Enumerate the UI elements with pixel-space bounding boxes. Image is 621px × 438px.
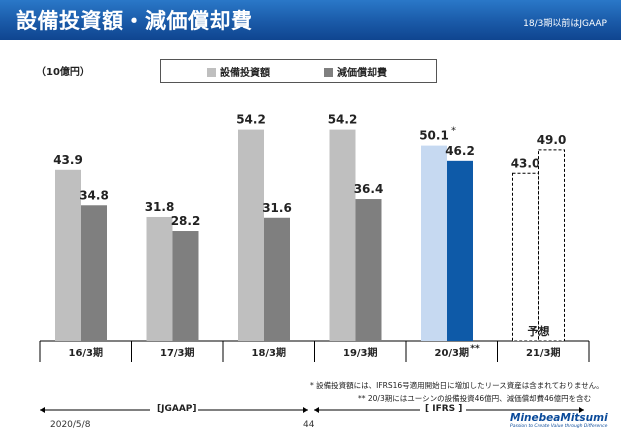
jgaap-arrow-left-head — [40, 407, 45, 413]
ifrs-arrow-right-head — [579, 407, 584, 413]
bar-capex — [238, 129, 264, 341]
data-label-capex: 54.2 — [236, 113, 266, 127]
bar-depreciation — [538, 149, 565, 342]
footnote-lease: * 設備投資額には、IFRS16号適用開始日に増加したリース資産は含まれておりま… — [310, 381, 604, 390]
title-bar: 設備投資額・減価償却費 18/3期以前はJGAAP — [0, 0, 621, 40]
company-logo: MinebeaMitsumi Passion to Create Value t… — [510, 412, 608, 429]
jgaap-arrow-right-head — [303, 407, 308, 413]
data-label-depreciation: 49.0 — [537, 133, 567, 147]
legend-swatch-capex — [207, 68, 216, 77]
bar-capex — [421, 145, 447, 341]
bar-depreciation — [81, 205, 107, 341]
data-label-capex: 43.9 — [53, 153, 83, 167]
x-tick-label: 17/3期 — [160, 346, 195, 359]
bar-capex — [329, 129, 356, 341]
legend-swatch-depr — [324, 68, 333, 77]
ifrs-arrow-left-head — [314, 407, 319, 413]
page-number: 44 — [303, 420, 315, 430]
bar-depreciation — [355, 199, 382, 341]
category-footnote-mark: ** — [470, 344, 480, 354]
bar-depreciation — [447, 160, 473, 341]
data-label-depreciation: 28.2 — [171, 214, 201, 228]
data-label-capex: 31.8 — [145, 200, 175, 214]
legend-item-capex: 設備投資額 — [207, 64, 270, 79]
legend-label-capex: 設備投資額 — [220, 68, 270, 79]
footer-date: 2020/5/8 — [50, 420, 91, 430]
x-tick-label: 19/3期 — [343, 346, 378, 359]
bar-depreciation — [172, 231, 199, 341]
bar-capex — [55, 169, 81, 341]
legend-label-depr: 減価償却費 — [337, 68, 387, 79]
logo-name: MinebeaMitsumi — [510, 412, 608, 424]
forecast-label: 予想 — [528, 324, 550, 338]
data-label-capex: 54.2 — [328, 113, 358, 127]
data-label-capex: 50.1 — [419, 129, 449, 143]
x-tick-label: 18/3期 — [251, 346, 286, 359]
gaap-note: 18/3期以前はJGAAP — [523, 19, 607, 29]
data-label-depreciation: 34.8 — [79, 188, 109, 202]
jgaap-label: [JGAAP] — [157, 404, 197, 414]
logo-tagline: Passion to Create Value through Differen… — [510, 424, 608, 429]
chart-legend: 設備投資額 減価償却費 — [160, 59, 437, 83]
bar-capex — [512, 172, 539, 342]
data-label-depreciation: 36.4 — [354, 182, 384, 196]
capex-footnote-mark: * — [451, 126, 456, 137]
ifrs-label: [ IFRS ] — [425, 404, 463, 414]
x-tick-label: 21/3期 — [526, 346, 561, 359]
footnote-yushin: ** 20/3期にはユーシンの設備投資46億円、減価償却費46億円を含む — [358, 394, 592, 403]
page-title: 設備投資額・減価償却費 — [16, 9, 253, 33]
x-tick-label: 20/3期 — [434, 346, 469, 359]
data-label-depreciation: 46.2 — [445, 144, 475, 158]
data-label-capex: 43.0 — [511, 156, 541, 170]
unit-label: （10億円） — [36, 67, 90, 78]
x-tick-label: 16/3期 — [68, 346, 103, 359]
legend-item-depr: 減価償却費 — [324, 64, 387, 79]
data-label-depreciation: 31.6 — [262, 201, 292, 215]
bar-capex — [146, 216, 173, 341]
bar-depreciation — [264, 217, 290, 341]
